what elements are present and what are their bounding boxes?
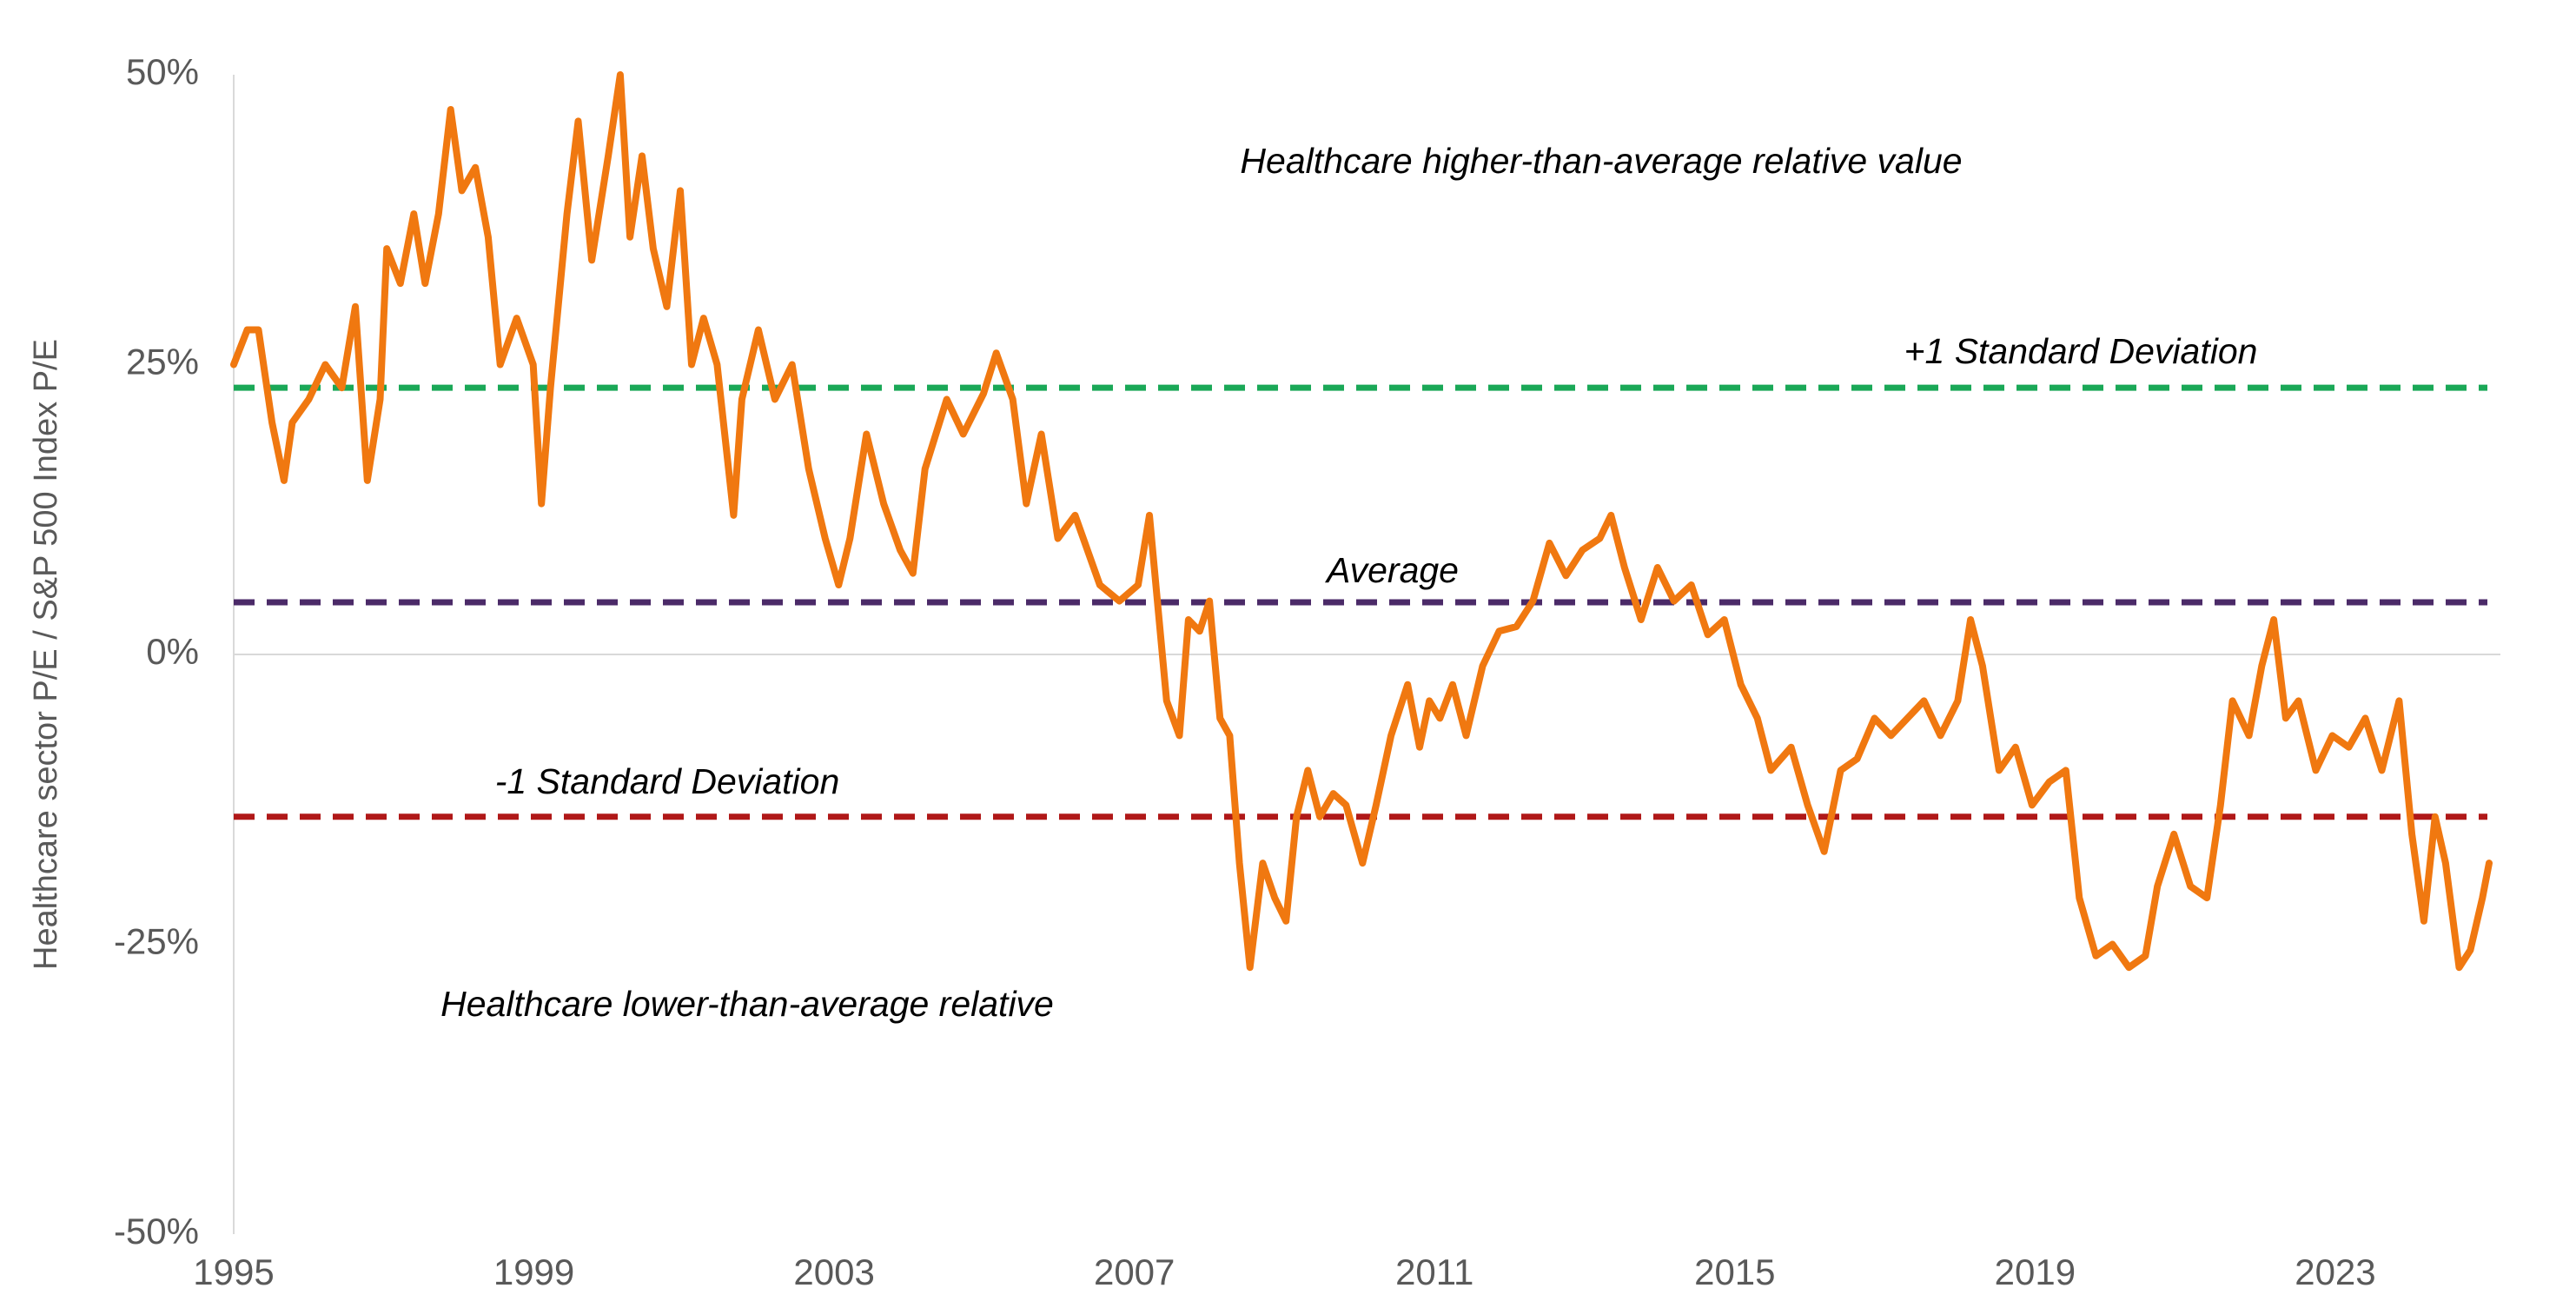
x-tick-label: 1999	[493, 1252, 574, 1292]
y-tick-label: -25%	[114, 921, 199, 962]
reference-label: Average	[1324, 550, 1459, 590]
y-tick-label: 25%	[126, 342, 199, 382]
data-line	[230, 71, 2493, 972]
x-tick-label: 2023	[2295, 1252, 2375, 1292]
x-tick-label: 2011	[1395, 1252, 1473, 1292]
y-tick-label: 50%	[126, 51, 199, 92]
annotation: Healthcare higher-than-average relative …	[1240, 141, 1962, 181]
y-tick-label: 0%	[146, 631, 199, 672]
reference-label: -1 Standard Deviation	[495, 761, 840, 801]
x-tick-label: 2019	[1995, 1252, 2076, 1292]
x-tick-label: 2003	[793, 1252, 874, 1292]
reference-label: +1 Standard Deviation	[1904, 331, 2258, 371]
y-tick-label: -50%	[114, 1211, 199, 1252]
x-tick-label: 2015	[1694, 1252, 1775, 1292]
x-tick-label: 2007	[1094, 1252, 1175, 1292]
y-axis-title: Healthcare sector P/E / S&P 500 Index P/…	[28, 339, 64, 970]
annotation: Healthcare lower-than-average relative	[440, 984, 1054, 1024]
x-tick-label: 1995	[193, 1252, 274, 1292]
